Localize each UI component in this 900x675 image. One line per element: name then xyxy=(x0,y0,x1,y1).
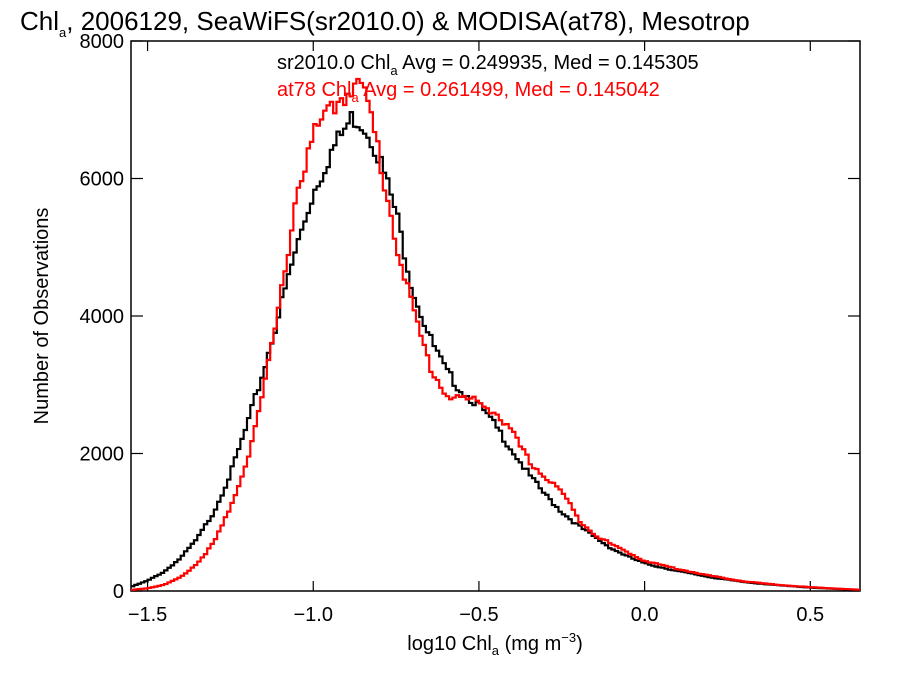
chart-title-subscript: a xyxy=(59,25,67,40)
series-group xyxy=(131,77,860,592)
legend-entry-at78-label: at78 Chl xyxy=(277,79,352,101)
x-axis-label-superscript: −3 xyxy=(561,630,576,645)
x-axis-label: log10 Chla (mg m−3) xyxy=(407,630,582,658)
x-axis-label-subscript: a xyxy=(492,643,500,658)
y-tick-label: 2000 xyxy=(80,444,125,466)
x-axis-label-close: ) xyxy=(576,633,583,655)
chart-title-main: Chl xyxy=(20,6,59,36)
legend-entry-at78-subscript: a xyxy=(352,90,360,105)
x-axis: −1.5 −1.0 −0.5 0.0 0.5 xyxy=(128,41,824,626)
legend-entry-at78: at78 Chla Avg = 0.261499, Med = 0.145042 xyxy=(277,79,660,105)
x-tick-label: −1.5 xyxy=(128,604,167,626)
x-tick-label: 0.5 xyxy=(796,604,824,626)
legend-entry-sr2010: sr2010.0 Chla Avg = 0.249935, Med = 0.14… xyxy=(277,52,699,78)
x-tick-label: −0.5 xyxy=(459,604,498,626)
chart-title: Chla, 2006129, SeaWiFS(sr2010.0) & MODIS… xyxy=(20,6,750,40)
y-axis: 0 2000 4000 6000 8000 xyxy=(80,31,860,603)
x-axis-label-unit: (mg m xyxy=(499,633,561,655)
x-axis-label-main: log10 Chl xyxy=(407,633,492,655)
y-tick-label: 0 xyxy=(113,581,124,603)
legend-entry-sr2010-subscript: a xyxy=(390,63,398,78)
x-tick-label: −1.0 xyxy=(294,604,333,626)
y-tick-label: 8000 xyxy=(80,31,125,53)
chart-title-rest: , 2006129, SeaWiFS(sr2010.0) & MODISA(at… xyxy=(66,6,750,36)
legend-entry-sr2010-stats: Avg = 0.249935, Med = 0.145305 xyxy=(398,52,699,74)
series-line-at78 xyxy=(131,77,860,591)
legend: sr2010.0 Chla Avg = 0.249935, Med = 0.14… xyxy=(277,52,699,105)
y-tick-label: 6000 xyxy=(80,169,125,191)
x-tick-label: 0.0 xyxy=(631,604,659,626)
series-line-sr20100 xyxy=(131,111,860,592)
legend-entry-at78-stats: Avg = 0.261499, Med = 0.145042 xyxy=(359,79,660,101)
y-axis-label: Number of Observations xyxy=(31,208,53,425)
y-tick-label: 4000 xyxy=(80,306,125,328)
plot-area-frame xyxy=(130,40,861,592)
legend-entry-sr2010-label: sr2010.0 Chl xyxy=(277,52,390,74)
